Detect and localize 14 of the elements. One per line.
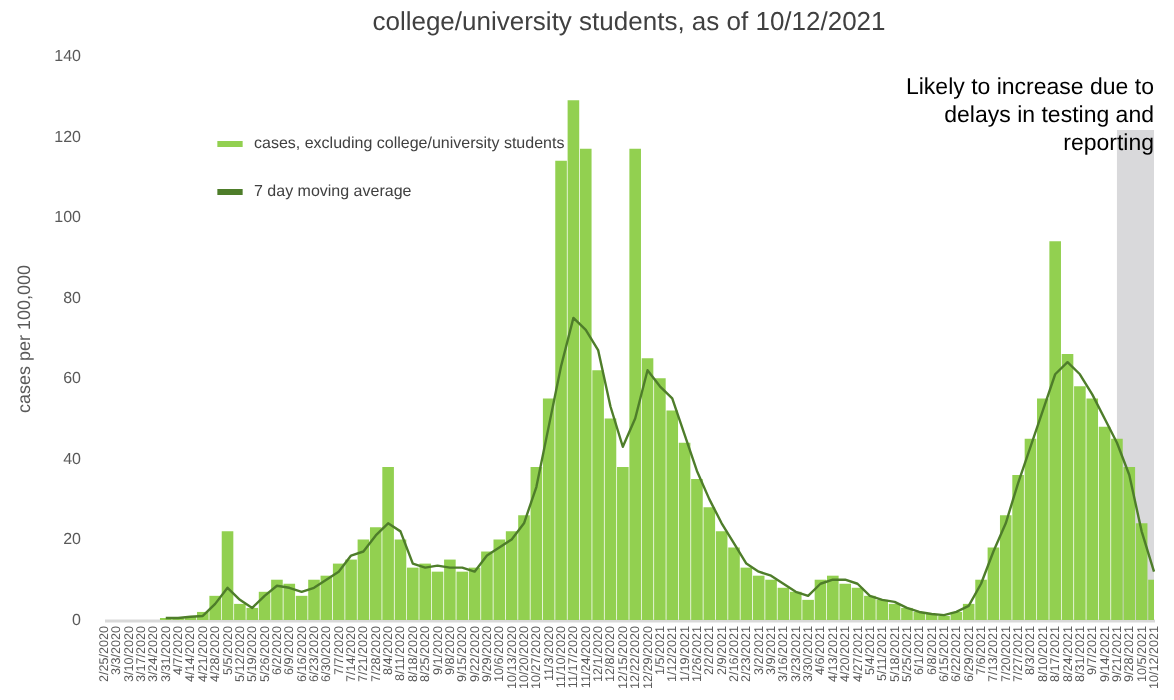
band-label: Likely to increase due to delays in testing and reporting xyxy=(905,76,1154,156)
legend-label: cases, excluding college/university students xyxy=(254,134,565,152)
y-tick-label: 80 xyxy=(63,288,83,307)
y-tick-label: 20 xyxy=(63,530,83,549)
y-tick-label: 120 xyxy=(54,127,83,146)
y-tick-label: 0 xyxy=(72,611,83,629)
y-tick-label: 60 xyxy=(63,369,83,388)
y-axis-title: cases per 100,000 xyxy=(14,264,35,414)
line-series xyxy=(164,316,1156,620)
y-tick-label: 100 xyxy=(54,208,83,227)
y-tick-label: 40 xyxy=(63,449,83,468)
legend-label: 7 day moving average xyxy=(254,182,413,200)
y-tick-label: 140 xyxy=(54,47,83,65)
chart-title: college/university students, as of 10/12/2021 xyxy=(372,6,886,36)
